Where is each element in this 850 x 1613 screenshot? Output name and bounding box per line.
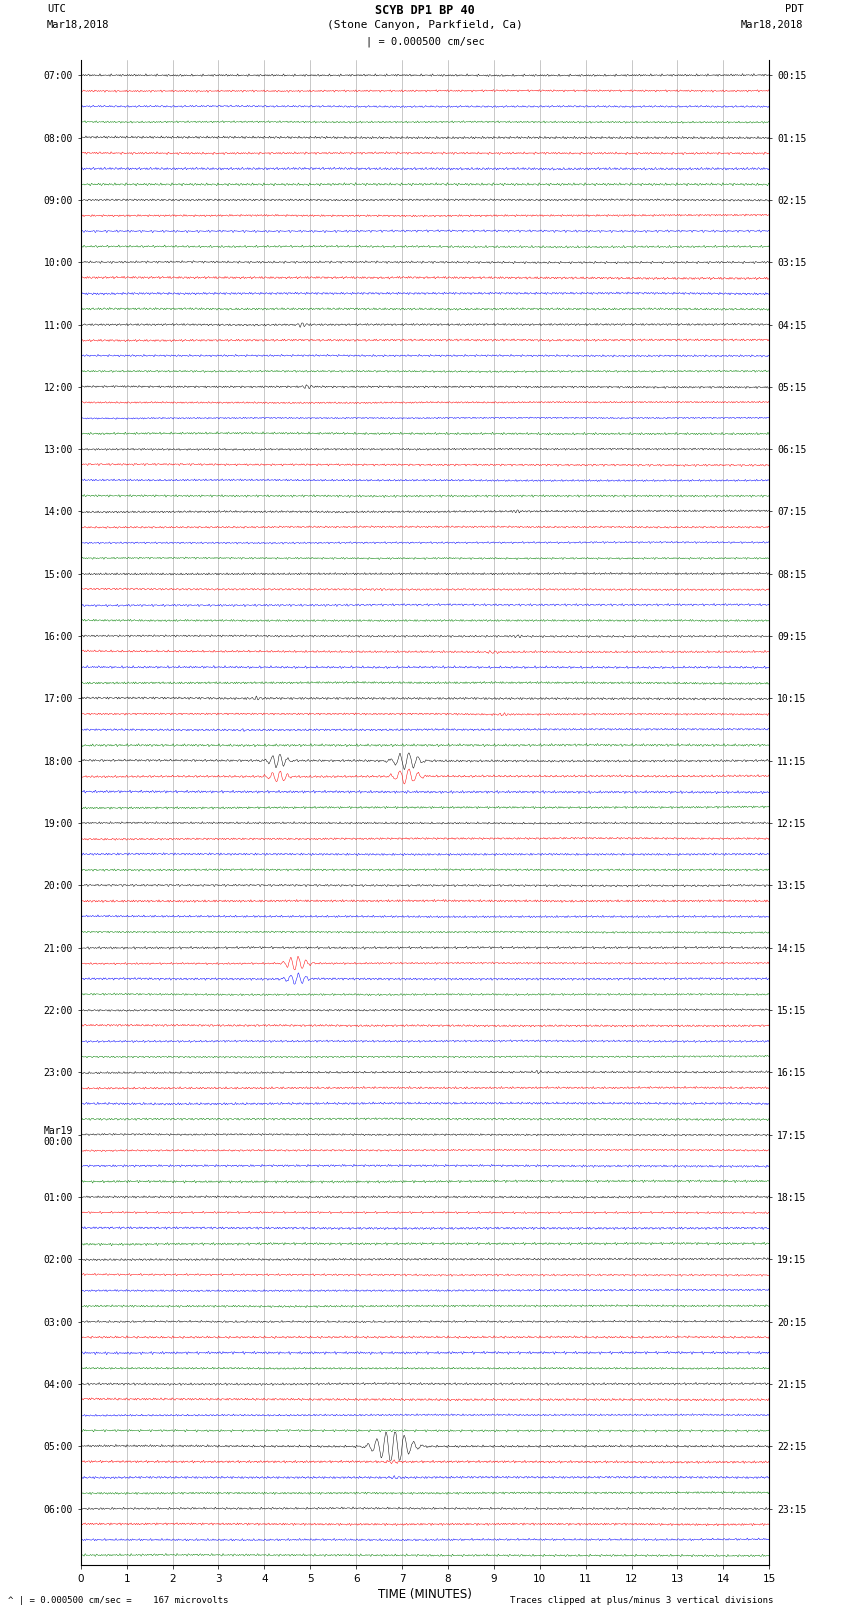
Text: PDT: PDT	[785, 5, 803, 15]
Text: | = 0.000500 cm/sec: | = 0.000500 cm/sec	[366, 37, 484, 47]
Text: ^ | = 0.000500 cm/sec =    167 microvolts: ^ | = 0.000500 cm/sec = 167 microvolts	[8, 1595, 229, 1605]
Text: (Stone Canyon, Parkfield, Ca): (Stone Canyon, Parkfield, Ca)	[327, 19, 523, 31]
Text: Mar18,2018: Mar18,2018	[47, 19, 110, 31]
Text: UTC: UTC	[47, 5, 65, 15]
X-axis label: TIME (MINUTES): TIME (MINUTES)	[378, 1587, 472, 1600]
Text: SCYB DP1 BP 40: SCYB DP1 BP 40	[375, 5, 475, 18]
Text: Mar18,2018: Mar18,2018	[740, 19, 803, 31]
Text: Traces clipped at plus/minus 3 vertical divisions: Traces clipped at plus/minus 3 vertical …	[510, 1595, 774, 1605]
